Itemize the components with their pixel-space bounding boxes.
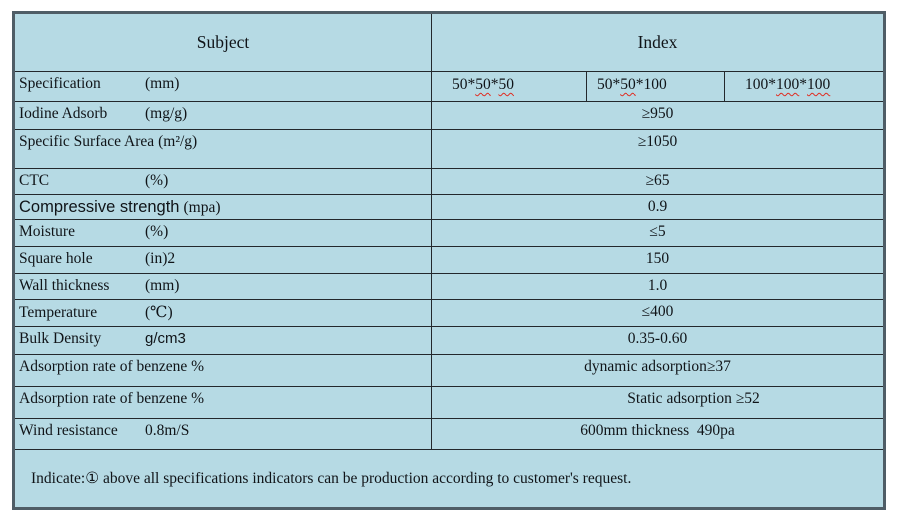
row-unit: (%) (145, 172, 169, 189)
row-label: Wall thickness (19, 277, 110, 294)
row-label: CTC (19, 172, 50, 189)
spec-text: *100 (635, 76, 667, 93)
label-specific-surface-area: Specific Surface Area (m²/g) (13, 129, 432, 169)
row-label: Square hole (19, 250, 93, 267)
table-row-ctc: CTC (%) ≥65 (13, 168, 886, 195)
table-row-benzene-dynamic: Adsorption rate of benzene % dynamic ads… (13, 354, 886, 387)
spec-size-cell-2: 50*50*100 (586, 71, 725, 102)
row-unit: (%) (145, 223, 169, 240)
row-unit: (℃) (145, 304, 173, 321)
spec-table-container: Subject Index Specification (mm) 50*50*50… (12, 11, 887, 510)
spec-text: * (799, 76, 807, 93)
misspell-squiggle: 100 (807, 76, 831, 93)
table-row-wall-thickness: Wall thickness (mm) 1.0 (13, 273, 886, 300)
value-bulk-density: 0.35-0.60 (430, 326, 886, 355)
table-row-specification: Specification (mm) 50*50*50 50*50*100 100… (13, 71, 886, 102)
row-label: Wind resistance (19, 422, 118, 439)
label-temperature: Temperature (℃) (13, 299, 432, 327)
value-square-hole: 150 (430, 246, 886, 274)
label-compressive-strength: Compressive strength (mpa) (13, 194, 432, 220)
row-label: Adsorption rate of benzene % (19, 358, 205, 375)
row-label: Specific Surface Area (19, 133, 155, 150)
value-wall-thickness: 1.0 (430, 273, 886, 300)
label-moisture: Moisture (%) (13, 219, 432, 247)
row-unit: (mg/g) (145, 105, 188, 122)
table-row-iodine-adsorb: Iodine Adsorb (mg/g) ≥950 (13, 101, 886, 130)
spec-text: 50* (452, 76, 476, 93)
label-wall-thickness: Wall thickness (mm) (13, 273, 432, 300)
row-unit: 0.8m/S (145, 422, 190, 439)
footer-row: Indicate:① above all specifications indi… (12, 449, 886, 509)
row-label: Adsorption rate of benzene % (19, 390, 205, 407)
label-ctc: CTC (%) (13, 168, 432, 195)
label-square-hole: Square hole (in)2 (13, 246, 432, 274)
header-index: Index (430, 12, 886, 72)
row-unit: (mm) (145, 277, 180, 294)
value-temperature: ≤400 (430, 299, 886, 327)
table-row-compressive-strength: Compressive strength (mpa) 0.9 (13, 194, 886, 220)
row-unit: g/cm3 (145, 330, 186, 347)
value-moisture: ≤5 (430, 219, 886, 247)
value-wind-resistance: 600mm thickness 490pa (430, 418, 886, 450)
spec-text: * (490, 76, 499, 93)
label-bulk-density: Bulk Density g/cm3 (13, 326, 432, 355)
table-row-specific-surface-area: Specific Surface Area (m²/g) ≥1050 (13, 129, 886, 169)
spec-size-cell-3: 100*100*100 (723, 71, 886, 102)
label-benzene-static: Adsorption rate of benzene % (13, 386, 432, 419)
row-unit: (mpa) (183, 199, 221, 216)
value-benzene-dynamic: dynamic adsorption≥37 (430, 354, 886, 387)
footer-note: Indicate:① above all specifications indi… (12, 449, 886, 509)
table-row-moisture: Moisture (%) ≤5 (13, 219, 886, 247)
spec-text: 100* (745, 76, 776, 93)
header-subject: Subject (13, 12, 432, 72)
value-compressive-strength: 0.9 (430, 194, 886, 220)
spec-size-cell-1: 50*50*50 (431, 71, 587, 102)
row-label: Temperature (19, 304, 98, 321)
table-row-bulk-density: Bulk Density g/cm3 0.35-0.60 (13, 326, 886, 355)
row-label: Bulk Density (19, 330, 102, 347)
row-unit: (in)2 (145, 250, 176, 267)
misspell-squiggle: 50 (620, 76, 636, 93)
misspell-squiggle: 50 (475, 76, 491, 93)
table-row-square-hole: Square hole (in)2 150 (13, 246, 886, 274)
value-iodine-adsorb: ≥950 (430, 101, 886, 130)
value-ctc: ≥65 (430, 168, 886, 195)
row-label: Iodine Adsorb (19, 105, 108, 122)
specification-table: Subject Index Specification (mm) 50*50*50… (12, 11, 887, 510)
misspell-squiggle: 100 (776, 76, 800, 93)
row-label: Moisture (19, 223, 75, 240)
misspell-squiggle: 50 (498, 76, 515, 93)
spec-text: 50* (597, 76, 621, 93)
row-label: Compressive strength (19, 198, 180, 216)
value-benzene-static: Static adsorption ≥52 (430, 386, 886, 419)
header-row: Subject Index (13, 12, 886, 72)
value-specific-surface-area: ≥1050 (430, 129, 886, 169)
label-iodine-adsorb: Iodine Adsorb (mg/g) (13, 101, 432, 130)
row-unit: (mm) (145, 75, 180, 92)
row-label: Specification (19, 75, 101, 92)
table-row-benzene-static: Adsorption rate of benzene % Static adso… (13, 386, 886, 419)
table-row-temperature: Temperature (℃) ≤400 (13, 299, 886, 327)
label-wind-resistance: Wind resistance 0.8m/S (13, 418, 432, 450)
label-specification: Specification (mm) (13, 71, 432, 102)
table-row-wind-resistance: Wind resistance 0.8m/S 600mm thickness 49… (13, 418, 886, 450)
label-benzene-dynamic: Adsorption rate of benzene % (13, 354, 432, 387)
row-unit: (m²/g) (158, 133, 198, 150)
